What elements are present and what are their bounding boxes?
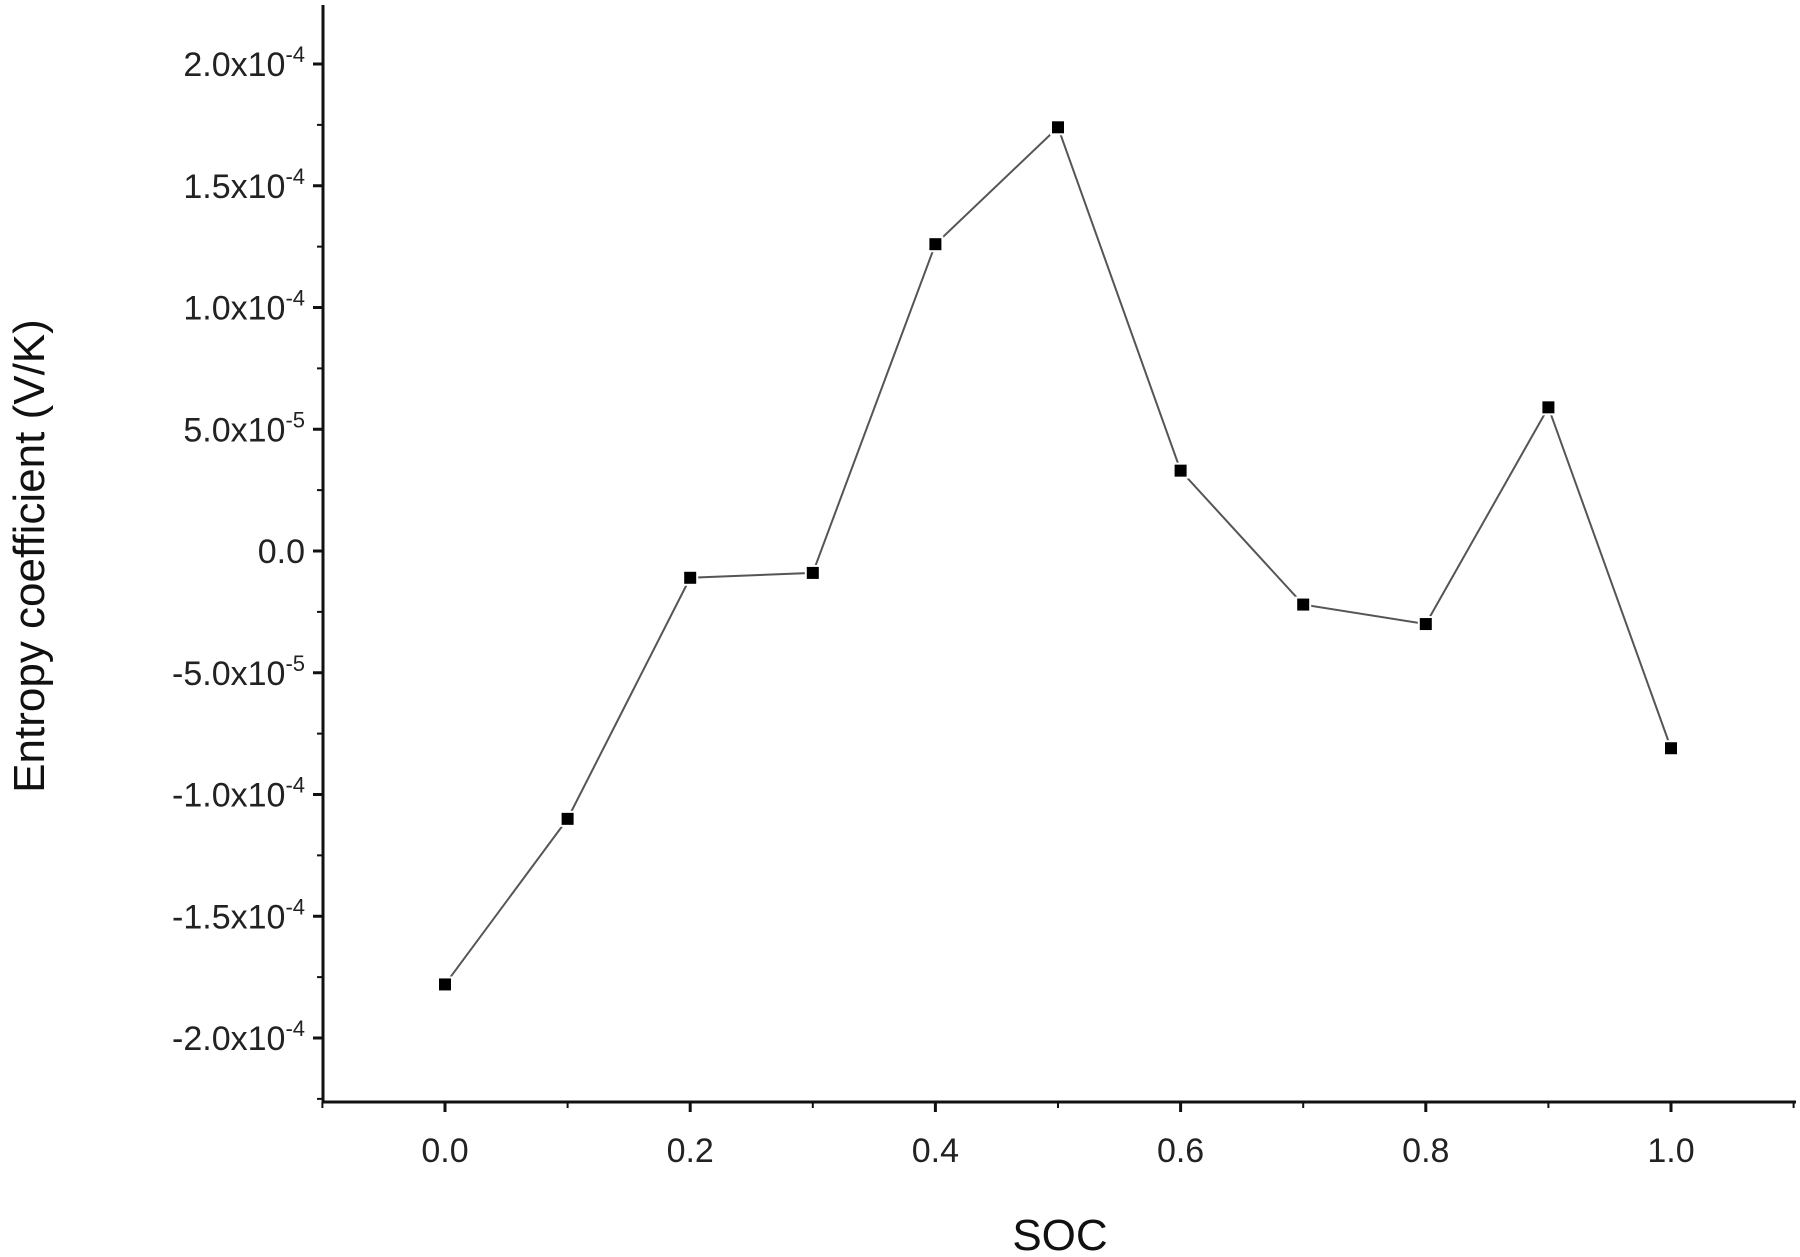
- y-tick-label: 2.0x10-4: [183, 42, 305, 84]
- data-point-marker: [1417, 616, 1434, 633]
- y-tick-label: -2.0x10-4: [172, 1016, 305, 1058]
- x-tick-label: 0.0: [421, 1132, 468, 1170]
- x-tick-label: 0.2: [667, 1132, 714, 1170]
- data-point-marker: [1050, 119, 1066, 136]
- x-tick-label: 1.0: [1647, 1132, 1694, 1170]
- x-axis: 0.0 0.2 0.4 0.6 0.8 1.0: [321, 1100, 1796, 1170]
- x-axis-title: SOC: [1012, 1211, 1107, 1257]
- y-tick-label: 1.0x10-4: [183, 286, 305, 328]
- data-point-marker: [804, 564, 821, 581]
- plot-area: [437, 119, 1679, 993]
- y-axis-title: Entropy coefficient (V/K): [5, 319, 54, 793]
- x-tick-label: 0.8: [1402, 1132, 1449, 1170]
- y-tick-label: -1.5x10-4: [172, 894, 305, 936]
- x-tick-label: 0.4: [912, 1132, 959, 1170]
- data-point-marker: [1540, 399, 1557, 416]
- y-tick-label: 1.5x10-4: [183, 164, 305, 206]
- data-point-marker: [437, 976, 453, 993]
- data-point-marker: [1295, 596, 1312, 613]
- data-point-marker: [559, 810, 576, 827]
- data-point-marker: [927, 236, 944, 253]
- y-tick-label: 0.0: [258, 533, 305, 571]
- y-axis: 2.0x10-4 1.5x10-4 1.0x10-4 5.0x10-5 0.0 -5.0x…: [172, 5, 325, 1102]
- data-point-marker: [682, 569, 699, 586]
- x-tick-label: 0.6: [1157, 1132, 1204, 1170]
- y-tick-label: -1.0x10-4: [172, 773, 305, 815]
- y-tick-label: -5.0x10-5: [172, 651, 305, 693]
- data-point-marker: [1663, 740, 1679, 757]
- data-point-marker: [1172, 462, 1189, 479]
- y-tick-label: 5.0x10-5: [183, 407, 305, 449]
- series-line: [444, 125, 1672, 986]
